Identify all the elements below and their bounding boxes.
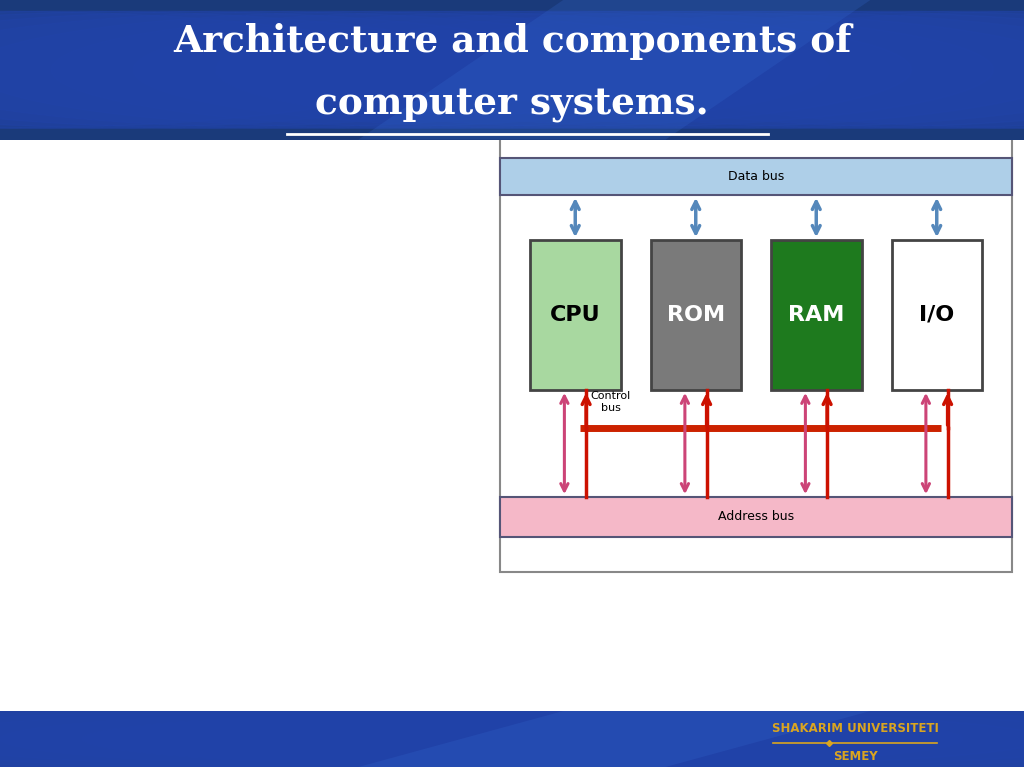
- FancyBboxPatch shape: [500, 158, 1012, 195]
- Circle shape: [246, 708, 1024, 767]
- Circle shape: [0, 708, 1024, 767]
- Circle shape: [0, 708, 881, 767]
- Text: RAM: RAM: [788, 305, 845, 325]
- Text: SHAKARIM UNIVERSITETI: SHAKARIM UNIVERSITETI: [772, 723, 938, 736]
- Circle shape: [0, 708, 635, 767]
- Text: computer systems.: computer systems.: [315, 86, 709, 123]
- Text: SEMEY: SEMEY: [833, 750, 878, 763]
- Circle shape: [0, 708, 799, 767]
- Circle shape: [461, 12, 1024, 128]
- Text: Control
bus: Control bus: [591, 391, 631, 413]
- Circle shape: [215, 12, 1024, 128]
- FancyBboxPatch shape: [771, 240, 861, 390]
- Polygon shape: [358, 711, 870, 767]
- Circle shape: [0, 12, 666, 128]
- Polygon shape: [358, 0, 870, 140]
- Circle shape: [51, 12, 911, 128]
- Text: ROM: ROM: [667, 305, 725, 325]
- Circle shape: [0, 708, 963, 767]
- Circle shape: [328, 708, 1024, 767]
- Circle shape: [164, 708, 1024, 767]
- Circle shape: [410, 708, 1024, 767]
- Circle shape: [0, 12, 829, 128]
- Circle shape: [625, 12, 1024, 128]
- Circle shape: [133, 12, 993, 128]
- Circle shape: [0, 708, 1024, 767]
- Circle shape: [379, 12, 1024, 128]
- Circle shape: [543, 12, 1024, 128]
- Text: CPU: CPU: [550, 305, 600, 325]
- FancyBboxPatch shape: [892, 240, 982, 390]
- Circle shape: [0, 708, 717, 767]
- FancyBboxPatch shape: [500, 497, 1012, 537]
- Circle shape: [297, 12, 1024, 128]
- Circle shape: [82, 708, 1024, 767]
- Circle shape: [492, 708, 1024, 767]
- Circle shape: [0, 12, 748, 128]
- Circle shape: [0, 12, 420, 128]
- Text: Architecture and components of: Architecture and components of: [173, 23, 851, 61]
- Text: Address bus: Address bus: [718, 511, 794, 524]
- Circle shape: [0, 12, 502, 128]
- Circle shape: [0, 12, 584, 128]
- FancyBboxPatch shape: [530, 240, 621, 390]
- Text: Data bus: Data bus: [728, 170, 784, 183]
- Text: I/O: I/O: [920, 305, 954, 325]
- FancyBboxPatch shape: [650, 240, 741, 390]
- Circle shape: [0, 708, 553, 767]
